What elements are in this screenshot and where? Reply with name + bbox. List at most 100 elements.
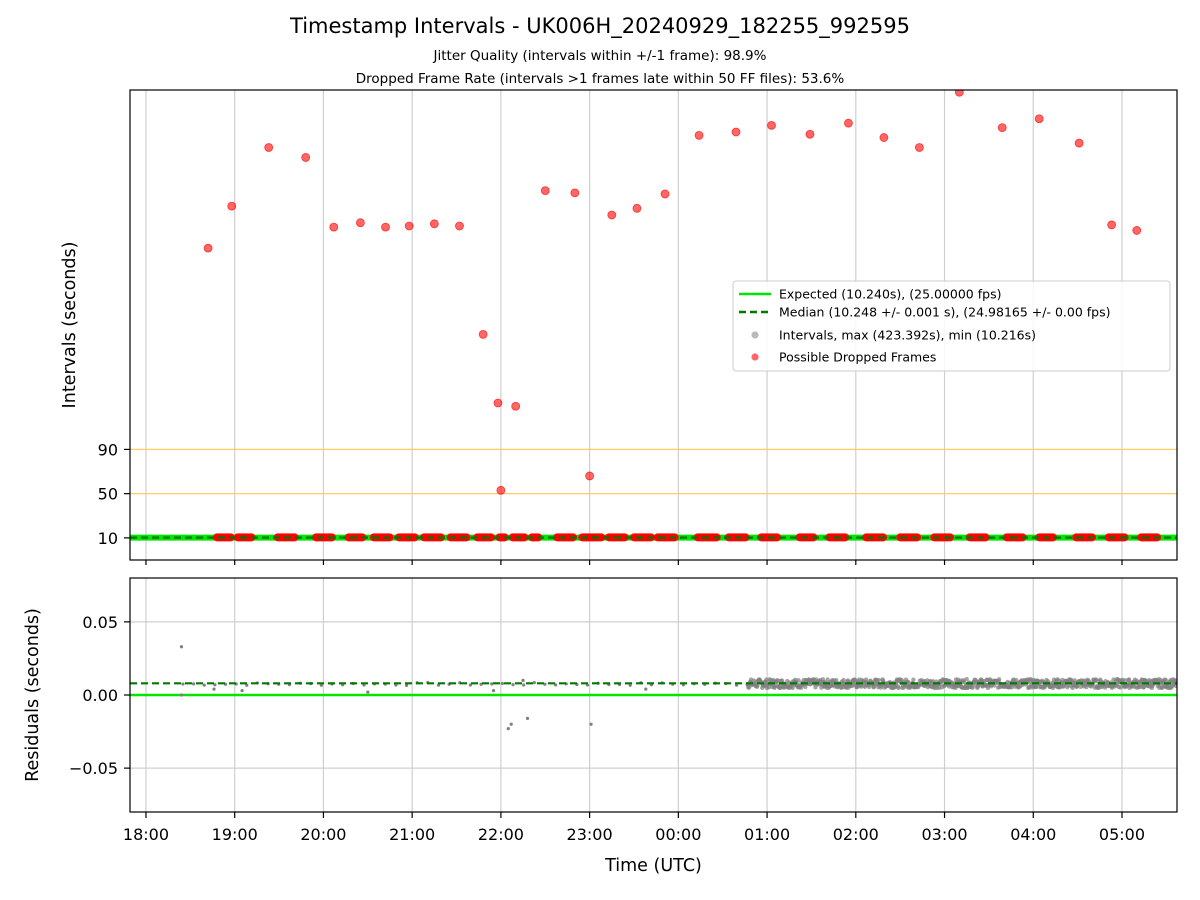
dropped-frame-point	[954, 90, 964, 97]
dropped-frame-point	[355, 218, 365, 228]
residual-outlier-point	[644, 687, 648, 691]
bottom-y-tick-label: −0.05	[69, 759, 118, 778]
top-y-tick-label: 50	[98, 485, 118, 504]
residual-point	[522, 683, 526, 687]
residual-point	[213, 683, 217, 687]
bottom-y-tick-label: 0.00	[82, 686, 118, 705]
bottom-y-tick-label: 0.05	[82, 613, 118, 632]
dropped-frame-point	[404, 221, 414, 231]
dropped-frame-point	[493, 398, 503, 408]
residual-point	[964, 677, 969, 682]
residual-point	[1123, 678, 1128, 683]
dropped-frame-point	[844, 118, 853, 128]
top-y-tick-label: 90	[98, 440, 118, 459]
dropped-frame-point	[540, 186, 550, 196]
bottom-y-axis-label: Residuals (seconds)	[23, 608, 43, 782]
x-tick-label: 21:00	[389, 825, 435, 844]
residual-outlier-point	[509, 722, 513, 726]
x-axis-label: Time (UTC)	[604, 856, 702, 876]
residual-point	[202, 683, 206, 687]
dropped-frame-point	[1074, 138, 1084, 148]
dropped-frame-point	[660, 189, 670, 199]
dropped-frame-point	[329, 222, 339, 232]
dropped-frame-point	[227, 201, 237, 211]
bottom-plot-area	[130, 645, 1177, 731]
x-tick-label: 02:00	[833, 825, 879, 844]
residual-outlier-point	[212, 687, 216, 691]
legend-entry-label: Intervals, max (423.392s), min (10.216s)	[779, 328, 1036, 343]
dropped-frame-point	[1034, 114, 1044, 124]
dropped-frame-point	[731, 127, 741, 137]
x-tick-label: 23:00	[567, 825, 613, 844]
residual-point	[511, 683, 515, 687]
dropped-frame-baseline-point	[410, 533, 419, 542]
dropped-frame-baseline-point	[741, 533, 750, 542]
dropped-frame-point	[1107, 220, 1117, 230]
dropped-frame-baseline-point	[981, 533, 990, 542]
dropped-frame-point	[511, 401, 521, 411]
chart-title: Timestamp Intervals - UK006H_20240929_18…	[290, 14, 910, 38]
legend-entry-label: Expected (10.240s), (25.00000 fps)	[779, 287, 1001, 302]
dropped-frame-point	[496, 485, 506, 495]
dropped-frame-point	[301, 153, 311, 162]
residual-outlier-point	[179, 693, 184, 697]
dropped-frame-baseline-point	[597, 533, 606, 542]
residual-point	[181, 682, 185, 686]
residual-point	[1013, 677, 1019, 683]
residual-point	[996, 677, 1002, 682]
residual-outlier-point	[491, 689, 496, 693]
chart-subtitle-dropped: Dropped Frame Rate (intervals >1 frames …	[355, 71, 845, 87]
residual-point	[841, 677, 846, 683]
x-tick-label: 22:00	[478, 825, 524, 844]
x-tick-label: 00:00	[655, 825, 701, 844]
x-tick-label: 04:00	[1010, 825, 1056, 844]
dropped-frame-point	[632, 203, 642, 213]
residual-point	[961, 680, 967, 685]
residual-point	[490, 682, 494, 686]
dropped-frame-point	[478, 329, 488, 339]
residual-outlier-point	[240, 689, 244, 693]
dropped-frame-point	[585, 471, 595, 481]
chart-subtitle-jitter: Jitter Quality (intervals within +/-1 fr…	[433, 48, 767, 64]
residual-point	[479, 682, 483, 686]
dropped-frame-point	[264, 143, 274, 152]
top-y-tick-label: 10	[98, 529, 118, 548]
residual-outlier-point	[179, 645, 184, 649]
residual-point	[876, 677, 882, 683]
dropped-frame-point	[914, 143, 924, 152]
dropped-frame-point	[429, 219, 439, 229]
residual-point	[404, 683, 409, 687]
residual-point	[896, 685, 901, 691]
dropped-frame-point	[694, 130, 704, 140]
top-y-axis-label: Intervals (seconds)	[60, 242, 80, 409]
x-tick-label: 03:00	[921, 825, 967, 844]
residual-point	[191, 682, 196, 686]
residual-outlier-point	[506, 727, 510, 731]
x-tick-label: 05:00	[1099, 825, 1145, 844]
residual-point	[628, 683, 632, 687]
legend-intervals-swatch	[751, 331, 759, 339]
residual-outlier-point	[589, 722, 593, 726]
residual-outlier-point	[525, 716, 530, 721]
x-tick-label: 18:00	[123, 825, 169, 844]
dropped-frame-point	[805, 129, 815, 139]
residual-point	[755, 683, 760, 688]
residual-point	[764, 677, 769, 682]
dropped-frame-point	[997, 123, 1007, 132]
dropped-frame-point	[1132, 226, 1142, 235]
dropped-frame-baseline-point	[520, 533, 529, 542]
dropped-frame-baseline-point	[290, 533, 299, 542]
dropped-frame-point	[879, 133, 889, 142]
legend-box	[732, 280, 1171, 372]
dropped-frame-point	[767, 120, 776, 130]
residual-outlier-point	[521, 678, 525, 682]
dropped-frame-point	[455, 221, 464, 231]
legend-entry-label: Possible Dropped Frames	[779, 350, 936, 365]
residual-point	[1126, 677, 1132, 682]
dropped-frame-point	[570, 188, 580, 198]
residual-point	[796, 678, 801, 683]
top-plot-frame	[129, 89, 1178, 561]
dropped-frame-point	[607, 210, 617, 220]
top-plot-area	[130, 90, 1177, 542]
